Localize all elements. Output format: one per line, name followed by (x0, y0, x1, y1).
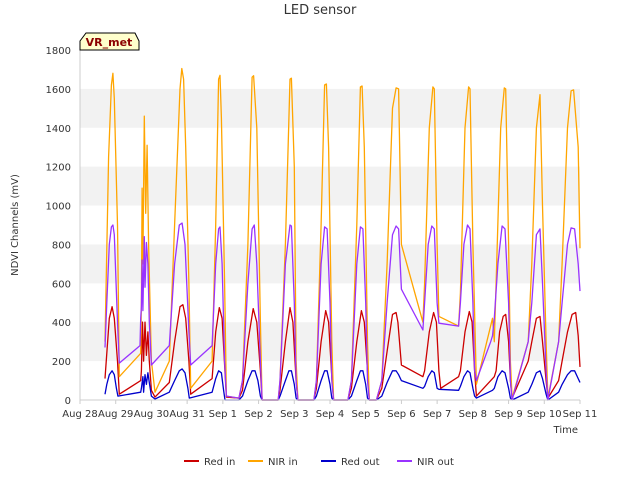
x-tick-label: Sep 1 (209, 409, 237, 420)
series-line-red-out (104, 368, 581, 401)
badge-box (79, 32, 140, 51)
y-tick-label: 1400 (46, 124, 71, 135)
x-axis-ticks: Aug 28 Aug 29 Aug 30 Aug 31 Sep 1 Sep 2 Sep 3 S… (62, 400, 597, 420)
x-tick-label: Sep 11 (563, 409, 598, 420)
series-line-nir-in (104, 67, 581, 401)
y-tick-label: 400 (52, 318, 71, 329)
x-tick-label: Sep 2 (244, 409, 272, 420)
x-tick-label: Aug 31 (169, 409, 204, 420)
y-tick-label: 1800 (46, 46, 71, 57)
legend-item: NIR out (397, 457, 454, 468)
x-tick-label: Sep 10 (527, 409, 562, 420)
legend-item: NIR in (248, 457, 298, 468)
y-tick-label: 1200 (46, 163, 71, 174)
x-tick-label: Sep 8 (459, 409, 487, 420)
x-tick-label: Sep 6 (387, 409, 415, 420)
badge: VR_met (79, 32, 140, 51)
x-tick-label: Aug 29 (98, 409, 133, 420)
y-axis-label: NDVI Channels (mV) (10, 174, 21, 276)
legend: Red in NIR in Red out NIR out (184, 457, 454, 468)
x-tick-label: Sep 3 (280, 409, 308, 420)
legend-label: NIR in (268, 457, 298, 468)
y-tick-label: 800 (52, 240, 71, 251)
grid-band (80, 88, 580, 128)
x-tick-label: Sep 5 (352, 409, 380, 420)
badge-label: VR_met (86, 36, 133, 49)
y-tick-label: 600 (52, 279, 71, 290)
x-axis-label: Time (553, 425, 578, 436)
x-tick-label: Aug 30 (134, 409, 169, 420)
y-tick-label: 1600 (46, 85, 71, 96)
legend-label: NIR out (417, 457, 454, 468)
series-line-nir-out (104, 222, 581, 401)
y-tick-label: 1000 (46, 202, 71, 213)
x-tick-label: Sep 7 (423, 409, 451, 420)
x-tick-label: Sep 9 (494, 409, 522, 420)
legend-label: Red in (204, 457, 235, 468)
x-tick-label: Sep 4 (316, 409, 344, 420)
y-tick-label: 0 (65, 396, 71, 407)
y-axis-ticks: 0 200 400 600 800 1000 1200 1400 1600 1800 (46, 46, 71, 407)
x-tick-label: Aug 28 (62, 409, 97, 420)
legend-item: Red in (184, 457, 235, 468)
chart-title: LED sensor (284, 3, 357, 18)
legend-item: Red out (321, 457, 380, 468)
y-tick-label: 200 (52, 357, 71, 368)
legend-label: Red out (341, 457, 380, 468)
